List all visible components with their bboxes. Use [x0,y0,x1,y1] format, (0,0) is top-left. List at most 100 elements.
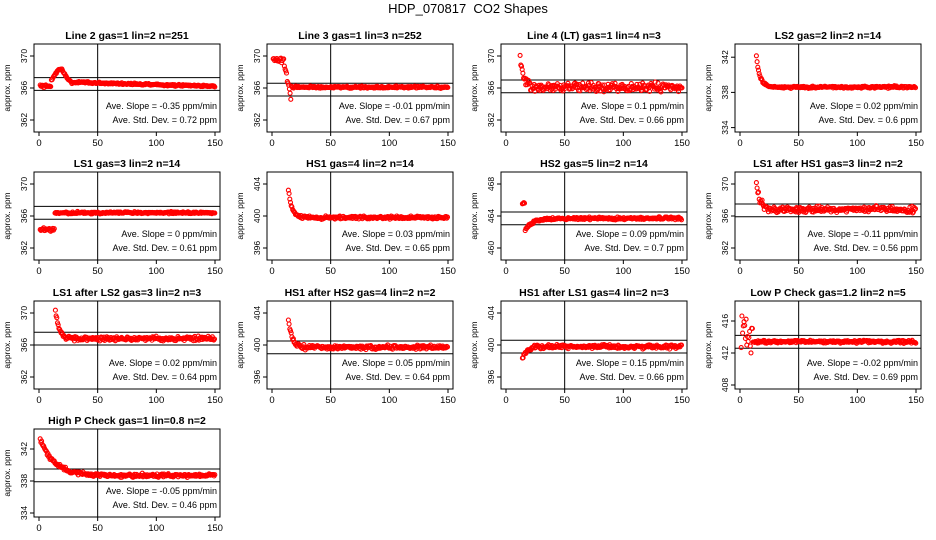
panel-title: High P Check gas=1 lin=0.8 n=2 [48,415,206,427]
x-tick-label: 150 [207,138,223,149]
panel-title: HS1 gas=4 lin=2 n=14 [306,158,414,170]
annotation-slope: Ave. Slope = 0 ppm/min [121,229,217,239]
x-tick-label: 0 [36,523,41,534]
y-tick-label: 468 [486,177,496,191]
data-point [655,80,661,86]
data-point [212,84,218,90]
annotation-slope: Ave. Slope = -0.02 ppm/min [807,358,918,368]
x-tick-label: 0 [269,138,274,149]
annotation-slope: Ave. Slope = 0.09 ppm/min [576,229,684,239]
data-point [747,343,753,349]
chart-panel-4: LS2 gas=2 lin=2 n=14 0 50 100 150 334 338 342 ap… [703,30,924,149]
data-point [54,315,60,321]
x-tick-label: 150 [674,395,690,406]
x-tick-label: 0 [503,395,508,406]
panel-title: Line 4 (LT) gas=1 lin=4 n=3 [527,30,661,42]
plot-frame [734,43,922,133]
data-point [444,344,451,350]
y-tick-label: 370 [252,49,262,63]
data-point [746,334,752,341]
page-title: HDP_070817 CO2 Shapes [388,1,548,16]
data-point [281,56,287,62]
x-tick-label: 50 [793,266,804,277]
data-point [521,200,528,206]
data-point [739,313,745,319]
x-tick-label: 150 [674,138,690,149]
data-point [286,321,292,327]
y-axis-label: approx. ppm [703,321,713,368]
x-tick-label: 150 [207,395,223,406]
x-tick-label: 100 [148,138,164,149]
y-tick-label: 366 [19,209,29,223]
data-point [679,85,685,91]
data-point [754,185,760,191]
y-tick-label: 416 [720,314,730,328]
data-point [678,342,685,348]
y-tick-label: 404 [252,177,262,191]
data-point [912,206,919,212]
annotation-std-dev: Ave. Std. Dev. = 0.7 ppm [585,243,684,253]
data-points [285,187,451,223]
chart-panel-11: HS1 after LS1 gas=4 lin=2 n=3 0 50 100 150 39… [469,287,690,406]
x-tick-label: 0 [36,266,41,277]
x-tick-label: 150 [674,266,690,277]
data-point [520,70,526,76]
y-tick-label: 404 [252,306,262,320]
panel-title: LS1 after HS1 gas=3 lin=2 n=2 [753,158,903,170]
data-point [912,84,918,90]
data-point [748,350,754,356]
data-point [585,80,591,86]
x-tick-label: 150 [440,395,456,406]
data-point [652,79,658,85]
y-tick-label: 464 [486,209,496,223]
y-axis-label: approx. ppm [235,192,245,239]
y-tick-label: 370 [19,306,29,320]
x-tick-label: 0 [36,395,41,406]
data-point [52,307,58,313]
y-tick-label: 370 [720,177,730,191]
y-tick-label: 366 [19,81,29,95]
data-point [755,189,762,195]
data-point [287,196,293,202]
annotation-slope: Ave. Slope = -0.01 ppm/min [339,101,450,111]
plot-frame [33,428,221,518]
x-tick-label: 150 [908,138,924,149]
data-point [301,342,307,348]
y-tick-label: 396 [252,241,262,255]
x-tick-label: 0 [503,138,508,149]
y-axis-label: approx. ppm [469,192,479,239]
data-points [37,436,218,480]
y-axis-label: approx. ppm [2,321,12,368]
y-axis-label: approx. ppm [469,64,479,111]
x-tick-label: 50 [559,138,570,149]
data-points [519,341,685,361]
y-axis-label: approx. ppm [235,64,245,111]
y-tick-label: 342 [19,442,29,456]
data-point [48,84,54,90]
data-points [37,208,218,234]
data-point [594,87,601,93]
data-point [212,472,218,478]
annotation-slope: Ave. Slope = 0.15 ppm/min [576,358,684,368]
data-points [519,200,685,234]
y-tick-label: 370 [19,49,29,63]
data-point [287,328,294,334]
data-point [444,214,451,220]
data-point [755,64,761,70]
x-tick-label: 0 [737,395,742,406]
data-point [743,316,749,322]
chart-panel-12: Low P Check gas=1.2 lin=2 n=5 0 50 100 150 40… [703,287,924,406]
panel-title: Line 2 gas=1 lin=2 n=251 [65,30,189,42]
x-tick-label: 100 [615,266,631,277]
data-point [565,80,571,86]
y-tick-label: 338 [19,474,29,488]
x-tick-label: 100 [381,138,397,149]
panel-title: HS1 after LS1 gas=4 lin=2 n=3 [519,287,669,299]
annotation-std-dev: Ave. Std. Dev. = 0.72 ppm [113,115,217,125]
annotation-slope: Ave. Slope = -0.35 ppm/min [106,101,217,111]
data-point [742,322,748,328]
y-tick-label: 362 [720,241,730,255]
x-tick-label: 100 [849,266,865,277]
x-tick-label: 0 [737,138,742,149]
y-tick-label: 362 [19,241,29,255]
